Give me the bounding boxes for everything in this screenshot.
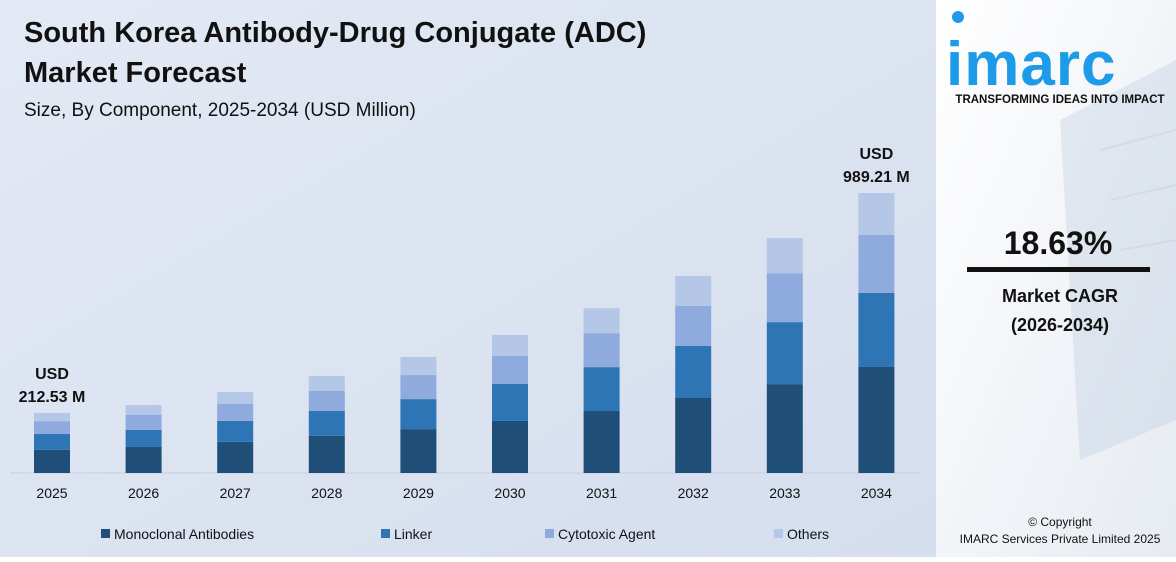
cagr-rule (967, 267, 1150, 272)
chart-subtitle: Size, By Component, 2025-2034 (USD Milli… (24, 100, 416, 121)
cagr-period: (2026-2034) (1011, 315, 1109, 335)
bar-segment (34, 449, 70, 473)
bar-segment (217, 420, 254, 442)
total-label: USD (860, 146, 894, 163)
bar-segment (583, 308, 620, 334)
legend-label: Linker (394, 526, 432, 542)
legend-swatch (774, 529, 783, 538)
bar-segment (34, 433, 70, 450)
bar-segment (858, 234, 895, 293)
bar-segment (858, 292, 895, 367)
bar-segment (308, 390, 345, 412)
legend-swatch (101, 529, 110, 538)
bar-segment (125, 414, 162, 430)
bar-segment (583, 367, 620, 412)
bar-segment (675, 275, 712, 306)
bar-segment (675, 305, 712, 346)
bar-segment (308, 411, 345, 436)
bar-segment (675, 345, 712, 398)
bar-segment (400, 429, 437, 473)
x-tick-label: 2029 (403, 485, 434, 501)
bar-segment (492, 334, 528, 356)
x-tick-label: 2026 (128, 485, 159, 501)
total-label: 212.53 M (19, 389, 86, 406)
bar-segment (217, 403, 254, 421)
bar-segment (583, 411, 620, 473)
bar-segment (492, 383, 528, 421)
x-tick-label: 2032 (678, 485, 709, 501)
cagr-value: 18.63% (1004, 225, 1113, 261)
x-tick-label: 2030 (494, 485, 525, 501)
x-tick-label: 2031 (586, 485, 617, 501)
sidebar: imarc TRANSFORMING IDEAS INTO IMPACT 18.… (946, 11, 1165, 546)
bar-segment (766, 384, 803, 473)
bar-segment (858, 366, 895, 473)
bar-segment (217, 392, 254, 404)
bar-segment (217, 441, 254, 473)
bar-segment (308, 375, 345, 391)
legend-label: Cytotoxic Agent (558, 526, 655, 542)
x-tick-label: 2033 (769, 485, 800, 501)
bar-segment (125, 446, 162, 473)
sidebar-background (936, 0, 1176, 557)
bar-segment (400, 399, 437, 430)
x-tick-label: 2025 (36, 485, 67, 501)
x-tick-label: 2028 (311, 485, 342, 501)
bar-segment (400, 375, 437, 400)
legend-swatch (545, 529, 554, 538)
bar-segment (766, 273, 803, 323)
x-tick-label: 2034 (861, 485, 892, 501)
cagr-label: Market CAGR (1002, 286, 1118, 306)
bar-segment (308, 435, 345, 473)
sidebar-decoration (1060, 60, 1176, 460)
x-tick-label: 2027 (220, 485, 251, 501)
legend-swatch (381, 529, 390, 538)
bar-segment (858, 193, 895, 235)
logo-dot (952, 11, 964, 23)
total-label: USD (35, 366, 69, 383)
bar-segment (400, 356, 437, 376)
chart-title: South Korea Antibody-Drug Conjugate (ADC… (24, 17, 646, 89)
bar-segment (125, 405, 162, 415)
bar-segment (492, 355, 528, 384)
bar-segment (766, 238, 803, 274)
bar-segment (492, 420, 528, 473)
total-label: 989.21 M (843, 169, 910, 186)
bar-segment (675, 397, 712, 473)
legend-label: Others (787, 526, 829, 542)
bar-segment (34, 421, 70, 434)
bar-segment (766, 322, 803, 385)
legend-label: Monoclonal Antibodies (114, 526, 254, 542)
bar-segment (34, 412, 70, 422)
bar-segment (125, 429, 162, 447)
copyright: © Copyright (1028, 515, 1092, 529)
bar-segment (583, 333, 620, 368)
company: IMARC Services Private Limited 2025 (960, 532, 1161, 546)
tagline: TRANSFORMING IDEAS INTO IMPACT (955, 94, 1164, 106)
logo: imarc (946, 30, 1116, 99)
